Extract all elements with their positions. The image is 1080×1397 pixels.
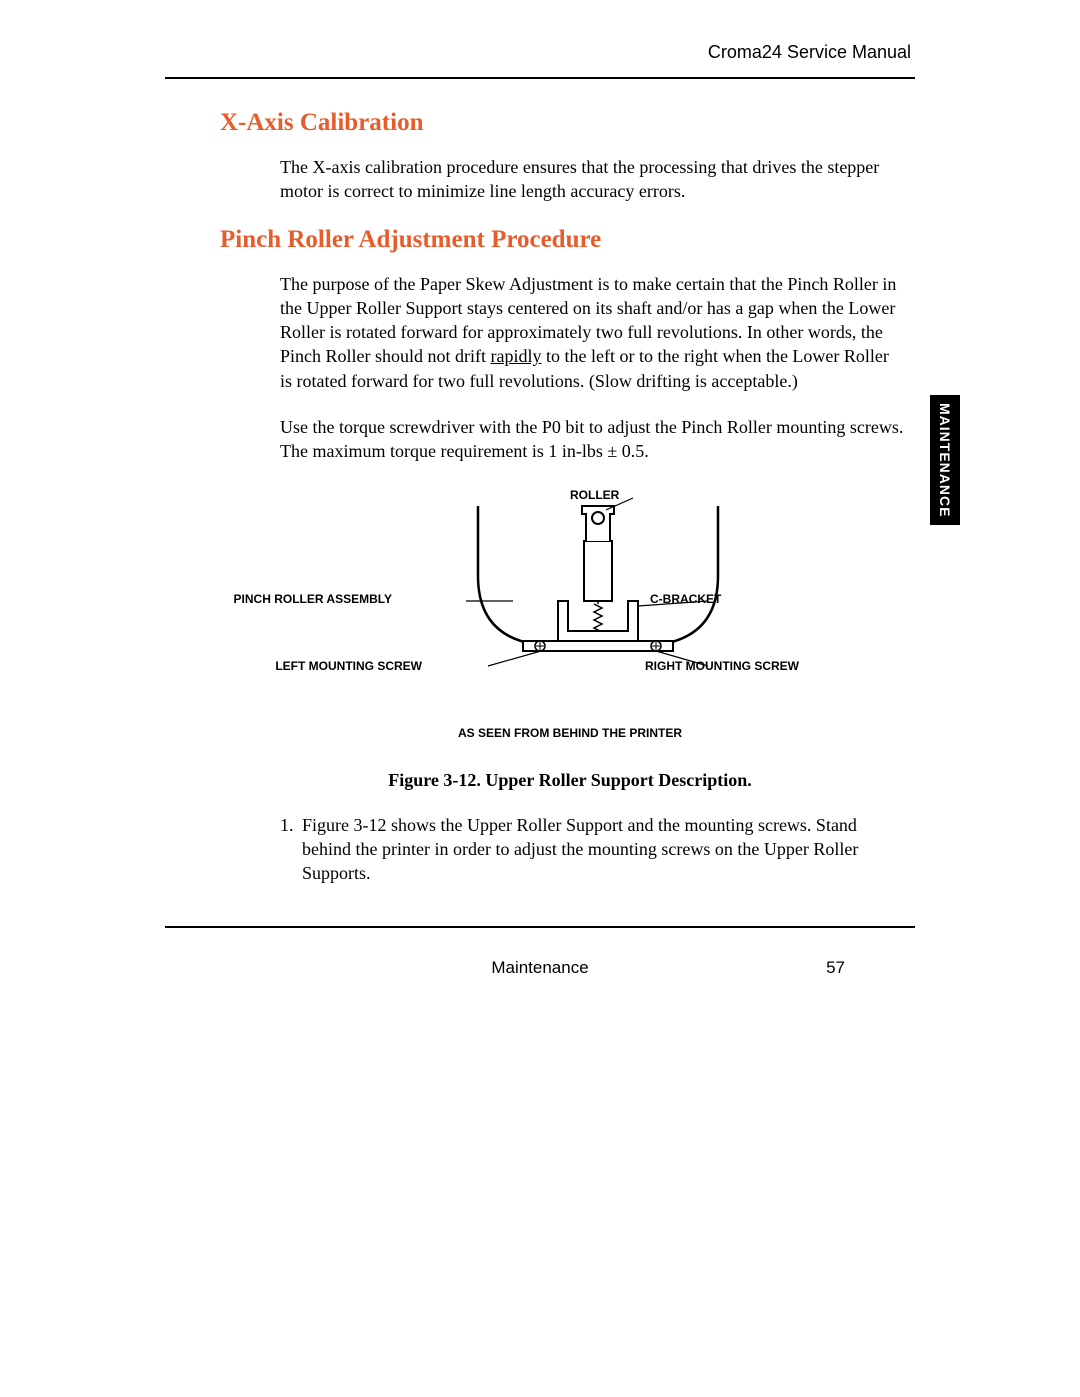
numbered-item-1: 1. Figure 3-12 shows the Upper Roller Su… (280, 813, 885, 886)
item-text: Figure 3-12 shows the Upper Roller Suppo… (302, 813, 885, 886)
pinch-para-1: The purpose of the Paper Skew Adjustment… (280, 272, 905, 393)
figure-label-left-screw: LEFT MOUNTING SCREW (262, 659, 422, 673)
side-tab-maintenance: MAINTENANCE (930, 395, 960, 525)
figure-label-pinch-assembly: PINCH ROLLER ASSEMBLY (232, 592, 392, 606)
footer-page-number: 57 (826, 958, 845, 978)
xaxis-para: The X-axis calibration procedure ensures… (280, 155, 905, 204)
heading-pinch: Pinch Roller Adjustment Procedure (220, 226, 915, 254)
item-number: 1. (280, 813, 302, 886)
header-rule (165, 77, 915, 79)
figure-label-roller: ROLLER (570, 488, 619, 502)
footer-rule (165, 926, 915, 928)
figure-diagram: ROLLER PINCH ROLLER ASSEMBLY C-BRACKET L… (280, 486, 915, 716)
pinch-para-2: Use the torque screwdriver with the P0 b… (280, 415, 905, 464)
figure-label-c-bracket: C-BRACKET (650, 592, 721, 606)
roller-diagram-icon (358, 486, 838, 686)
header-title: Croma24 Service Manual (165, 42, 915, 63)
figure-label-right-screw: RIGHT MOUNTING SCREW (645, 659, 799, 673)
figure-subcaption: AS SEEN FROM BEHIND THE PRINTER (225, 726, 915, 740)
figure-caption: Figure 3-12. Upper Roller Support Descri… (225, 770, 915, 791)
footer: Maintenance 57 (165, 958, 915, 988)
pinch-para-1-underlined: rapidly (491, 346, 542, 366)
heading-xaxis: X-Axis Calibration (220, 109, 915, 137)
footer-section: Maintenance (491, 958, 588, 978)
